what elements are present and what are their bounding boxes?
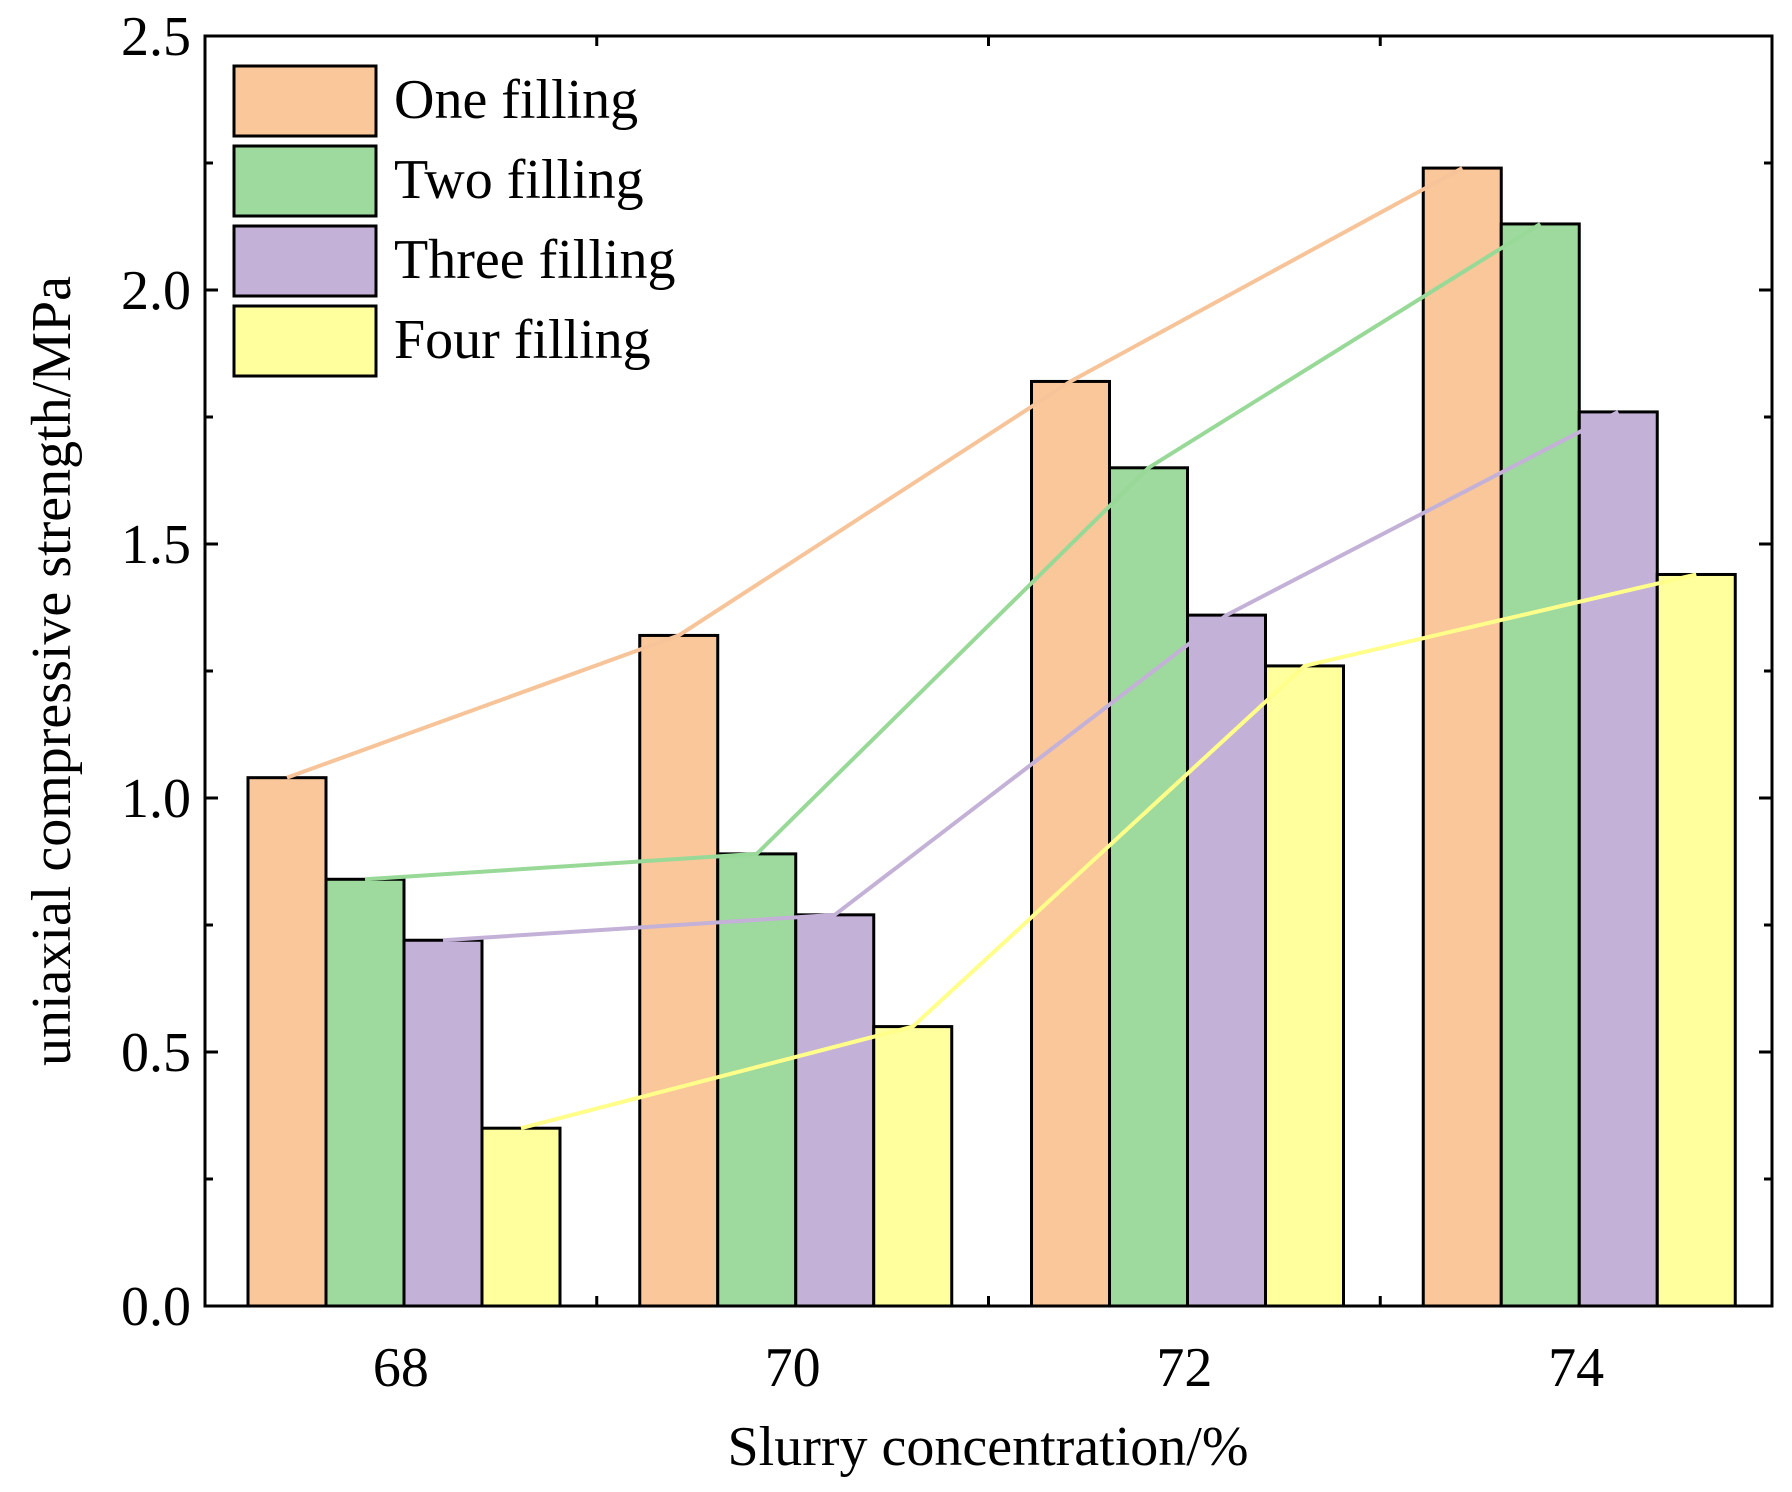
trend-line: [520, 572, 1697, 1131]
y-tick-label: 1.5: [121, 514, 191, 576]
trend-line: [364, 222, 1542, 882]
bar: [794, 913, 876, 1308]
x-tick-label: 68: [373, 1337, 429, 1399]
bar: [1108, 466, 1189, 1308]
bar: [1499, 222, 1581, 1308]
y-axis: 0.0 0.5 1.0 1.5 2.0 2.5: [121, 6, 1772, 1338]
bar: [872, 1025, 954, 1308]
legend-label: Two filling: [394, 149, 644, 211]
y-axis-title: uniaxial compressive strength/MPa: [21, 276, 83, 1066]
trend-line: [286, 166, 1464, 780]
bar: [1186, 613, 1267, 1308]
bar: [638, 633, 720, 1308]
bar: [1577, 410, 1659, 1308]
bar: [1421, 166, 1503, 1308]
legend-swatch: [232, 64, 378, 138]
legend-swatch: [232, 304, 378, 378]
legend-label: Four filling: [394, 309, 651, 371]
bar: [1264, 664, 1345, 1308]
legend: One filling Two filling Three filling Four …: [232, 64, 675, 378]
legend-label: Three filling: [394, 229, 675, 291]
y-tick-label: 2.0: [121, 260, 191, 322]
x-axis-title: Slurry concentration/%: [728, 1416, 1249, 1478]
bar: [402, 938, 484, 1308]
x-axis: 68 70 72 74: [373, 36, 1604, 1399]
y-tick-label: 0.5: [121, 1022, 191, 1084]
x-tick-label: 74: [1548, 1337, 1604, 1399]
bar: [480, 1126, 562, 1308]
y-tick-label: 2.5: [121, 6, 191, 68]
trend-line: [442, 410, 1620, 943]
bar: [716, 852, 798, 1308]
y-tick-label: 1.0: [121, 768, 191, 830]
legend-label: One filling: [394, 69, 638, 131]
legend-swatch: [232, 224, 378, 298]
x-tick-label: 70: [765, 1337, 821, 1399]
legend-swatch: [232, 144, 378, 218]
x-tick-label: 72: [1156, 1337, 1212, 1399]
trend-lines-layer: [286, 166, 1697, 1131]
bar: [1655, 572, 1737, 1308]
bar: [324, 877, 406, 1308]
bar: [246, 776, 328, 1308]
y-tick-label: 0.0: [121, 1276, 191, 1338]
